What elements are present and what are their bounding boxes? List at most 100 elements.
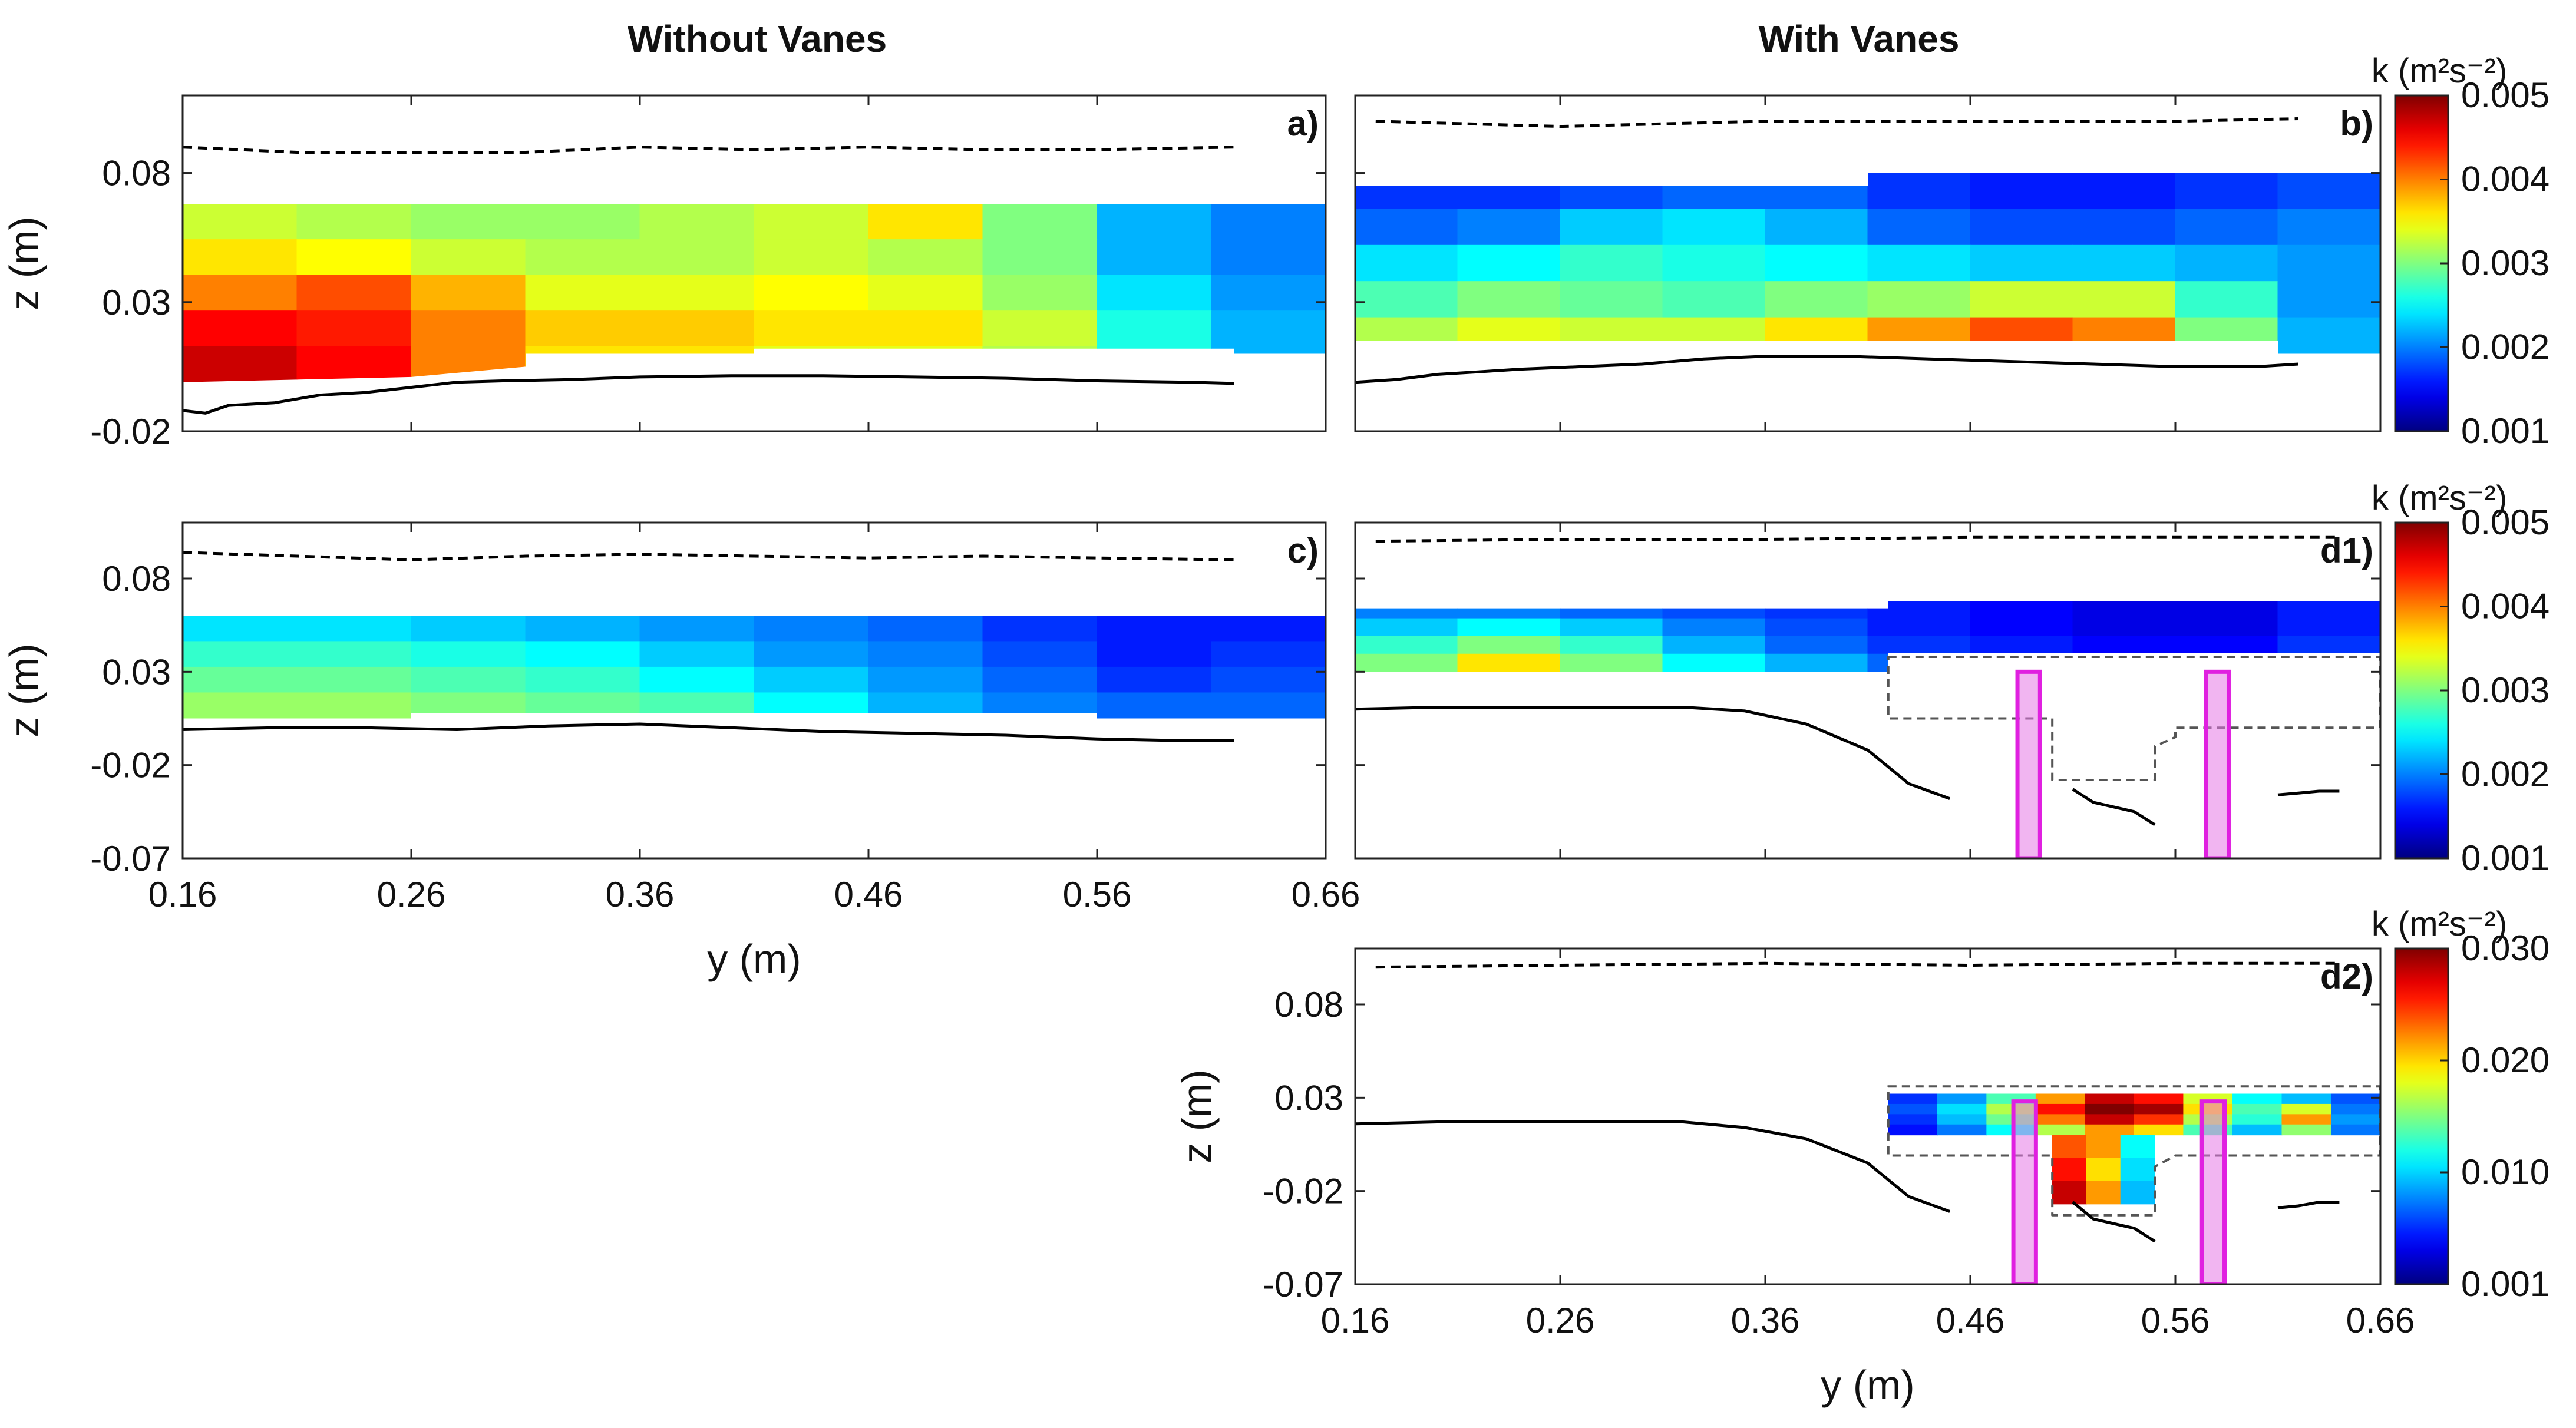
panel-c-heat-cell <box>639 692 755 719</box>
panel-c-heat-cell <box>982 666 1098 693</box>
panel-d2-vane-1 <box>2011 1099 2038 1284</box>
panel-a-axes-box <box>181 94 1327 432</box>
panel-b-heat-cell <box>1355 244 1458 282</box>
panel-c-heat-cell <box>868 616 983 642</box>
panel-c-heat-cell <box>525 616 640 642</box>
panel-a-heat-cell <box>183 275 298 312</box>
panel-a-heat-cell <box>1211 310 1326 347</box>
panel-c-xtick-label: 0.36 <box>606 875 675 914</box>
panel-d2-heat-cell <box>1937 1114 1987 1125</box>
panel-d2-bed-segment <box>2277 1201 2340 1209</box>
panel-d2-water-surface <box>1375 961 2340 969</box>
panel-d1-heat-cell <box>1355 601 1458 619</box>
panel-d1-heat-cell <box>1457 653 1561 672</box>
panel-d2-heat-cell <box>2085 1124 2135 1136</box>
panel-b-colorbar-label: k (m²s⁻²) <box>2372 52 2507 90</box>
panel-a-heat-cell <box>1211 346 1326 382</box>
panel-d1-heat-cell <box>1355 653 1458 672</box>
panel-b-heat-cell <box>1457 209 1561 246</box>
panel-b-colorbar-tick-label: 0.004 <box>2461 160 2549 199</box>
panel-d2-colorbar-tick-label: 0.030 <box>2461 928 2549 968</box>
panel-d1-heat-cell <box>1560 636 1663 654</box>
panel-d2-heat-cell <box>2134 1124 2184 1136</box>
panel-d1-heat-cell <box>1662 653 1766 672</box>
panel-c-ylabel: z (m) <box>1 643 47 737</box>
panel-d1-heat-cell <box>1867 601 1971 619</box>
panel-d1-heat-cell <box>1765 601 1868 619</box>
panel-d1-heat-cell <box>2277 618 2380 637</box>
panel-a-heat-cell <box>525 275 640 312</box>
panel-b-heat-cell <box>1457 173 1561 210</box>
panel-d1-heat-cell <box>1765 653 1868 672</box>
panel-b-heat-cell <box>1662 281 1766 318</box>
panel-d1-vane-2 <box>2204 669 2231 858</box>
panel-b-heat-cell <box>1560 317 1663 354</box>
panel-d1-water-surface <box>1375 536 2340 543</box>
panel-b-heat-cell <box>1765 281 1868 318</box>
panel-a-heat-cell <box>639 239 755 276</box>
panel-a-label: a) <box>1287 104 1319 143</box>
panel-d2-heat-cell <box>2120 1158 2155 1182</box>
panel-b-heatmap <box>1355 173 2380 354</box>
panel-d1-colorbar-tick-label: 0.001 <box>2461 838 2549 878</box>
panel-d1-axes-box <box>1354 521 2382 860</box>
panel-a-heat-cell <box>525 204 640 240</box>
panel-b-heat-cell <box>1867 244 1971 282</box>
panel-a-bed-line <box>183 374 1234 415</box>
panel-b-heat-cell <box>2175 317 2278 354</box>
panel-c-heat-cell <box>411 641 526 667</box>
panel-d2-heat-cell <box>1937 1093 1987 1105</box>
panel-d1-heat-cell <box>1970 618 2073 637</box>
panel-c-field <box>183 551 1326 742</box>
panel-d2-bed-segment <box>2072 1201 2156 1243</box>
panel-c-xtick-label: 0.26 <box>377 875 446 914</box>
panel-a-heat-cell <box>296 239 412 276</box>
panel-d1-heat-cell <box>1867 636 1971 654</box>
panel-d2-colorbar-tick-label: 0.020 <box>2461 1040 2549 1080</box>
panel-c-heat-cell <box>296 666 412 693</box>
panel-b-heat-cell <box>1457 281 1561 318</box>
panel-a-heat-cell <box>1097 275 1212 312</box>
panel-d1-heat-cell <box>1457 601 1561 619</box>
panel-a-heat-cell <box>525 310 640 347</box>
panel-a-heat-cell <box>1211 204 1326 240</box>
panel-a-heat-cell <box>754 310 869 347</box>
panel-d1-colorbar <box>2394 521 2449 860</box>
panel-b-heat-cell <box>2072 209 2176 246</box>
title-with-vanes: With Vanes <box>1759 18 1960 60</box>
panel-c-water-surface <box>183 551 1234 561</box>
panel-d2-colorbar-tick-label: 0.001 <box>2461 1264 2549 1304</box>
panel-b-heat-cell <box>1867 317 1971 354</box>
panel-c-heat-cell <box>1211 666 1326 693</box>
panel-b-heat-cell <box>1765 173 1868 210</box>
panel-d2-heat-cell <box>2330 1124 2380 1136</box>
panel-d1-heat-cell <box>1970 601 2073 619</box>
panel-b-colorbar <box>2394 94 2449 432</box>
panel-d1-heat-cell <box>1457 636 1561 654</box>
panel-d2-heat-cell <box>2120 1135 2155 1159</box>
panel-b-heat-cell <box>1355 281 1458 318</box>
panel-c-axes-box <box>181 521 1327 860</box>
panel-b-heat-cell <box>2277 244 2380 282</box>
panel-d1-heat-cell <box>1560 618 1663 637</box>
panel-d2-xtick-label: 0.66 <box>2346 1301 2415 1340</box>
panel-d1-heat-cell <box>1457 618 1561 637</box>
panel-a-heat-cell <box>639 275 755 312</box>
panel-a-heat-cell <box>1097 346 1212 382</box>
panel-a-heat-cell <box>982 310 1098 347</box>
panel-a-heat-cell <box>411 204 526 240</box>
panel-c-heat-cell <box>183 692 298 719</box>
panel-c-heat-cell <box>296 692 412 719</box>
panel-b-heat-cell <box>1355 209 1458 246</box>
panel-b-heat-cell <box>1560 244 1663 282</box>
panel-d2-xlabel: y (m) <box>1821 1362 1914 1408</box>
panel-b-water-surface <box>1375 117 2298 128</box>
panel-d2-heat-cell <box>2281 1114 2331 1125</box>
panel-b-heat-cell <box>1970 281 2073 318</box>
panel-b-heat-cell <box>1765 244 1868 282</box>
panel-d1-colorbar-tick-label: 0.003 <box>2461 670 2549 710</box>
panel-d2-heatmap <box>1888 1093 2380 1205</box>
panel-d2-vane-2 <box>2199 1099 2227 1284</box>
panel-b-heat-cell <box>1662 244 1766 282</box>
panel-d2-field <box>1355 961 2380 1284</box>
